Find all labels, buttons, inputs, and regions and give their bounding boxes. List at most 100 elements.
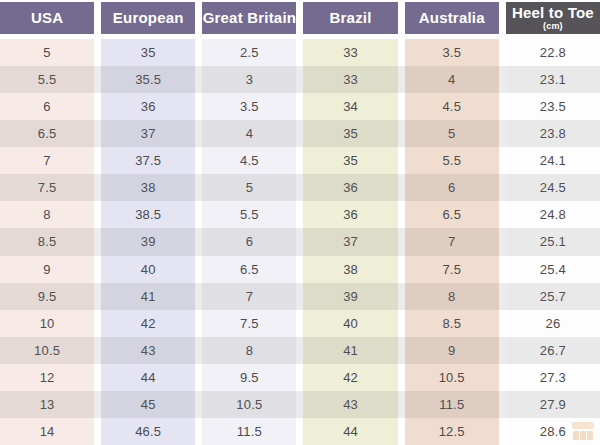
table-cell: 42 <box>101 310 195 337</box>
table-cell: 7 <box>202 283 296 310</box>
table-cell: 42 <box>303 364 397 391</box>
table-cell: 6 <box>405 174 499 201</box>
table-cell: 38.5 <box>101 201 195 228</box>
table-cell: 10.5 <box>405 364 499 391</box>
table-cell: 23.1 <box>506 66 600 93</box>
table-cell: 8 <box>0 201 94 228</box>
table-cell: 37 <box>303 228 397 255</box>
table-cell: 33 <box>303 66 397 93</box>
table-cell: 7.5 <box>0 174 94 201</box>
table-cell: 23.8 <box>506 120 600 147</box>
header-cell-usa: USA <box>0 2 94 34</box>
table-cell: 23.5 <box>506 93 600 120</box>
table-cell: 41 <box>303 337 397 364</box>
table-cell: 46.5 <box>101 418 195 445</box>
table-cell: 5 <box>405 120 499 147</box>
table-cell: 8 <box>202 337 296 364</box>
table-cell: 3 <box>202 66 296 93</box>
table-cell: 6.5 <box>202 256 296 283</box>
table-cell: 35 <box>101 39 195 66</box>
table-cell: 14 <box>0 418 94 445</box>
table-cell: 37 <box>101 120 195 147</box>
table-cell: 40 <box>303 310 397 337</box>
table-cell: 6.5 <box>0 120 94 147</box>
table-cell: 4 <box>405 66 499 93</box>
table-cell: 10.5 <box>0 337 94 364</box>
table-cell: 9 <box>405 337 499 364</box>
table-cell: 5.5 <box>0 66 94 93</box>
table-row: 6363.5344.523.5 <box>0 93 600 120</box>
table-row: 10.5 43 8 41 9 26.7 <box>0 337 600 364</box>
header-label: Australia <box>419 10 485 26</box>
header-label: Brazil <box>330 10 372 26</box>
table-cell: 4.5 <box>405 93 499 120</box>
header-label: Heel to Toe <box>512 5 594 21</box>
table-cell: 4.5 <box>202 147 296 174</box>
header-label: USA <box>31 10 63 26</box>
table-cell: 44 <box>101 364 195 391</box>
table-cell: 36 <box>101 93 195 120</box>
logo-watermark-icon <box>570 420 596 442</box>
table-cell: 26.7 <box>506 337 600 364</box>
table-cell: 11.5 <box>405 391 499 418</box>
table-cell: 39 <box>303 283 397 310</box>
table-cell: 24.5 <box>506 174 600 201</box>
header-cell-great-britain: Great Britain <box>202 2 296 34</box>
header-cell-australia: Australia <box>405 2 499 34</box>
table-row: 838.55.5366.524.8 <box>0 201 600 228</box>
table-cell: 7.5 <box>405 256 499 283</box>
table-cell: 10 <box>0 310 94 337</box>
table-cell: 37.5 <box>101 147 195 174</box>
header-label: European <box>113 10 184 26</box>
table-cell: 27.3 <box>506 364 600 391</box>
table-cell: 5.5 <box>405 147 499 174</box>
table-cell: 38 <box>303 256 397 283</box>
table-cell: 7.5 <box>202 310 296 337</box>
table-row: 1446.511.54412.528.6 <box>0 418 600 445</box>
table-cell: 36 <box>303 174 397 201</box>
table-cell: 11.5 <box>202 418 296 445</box>
table-row: 737.54.5355.524.1 <box>0 147 600 174</box>
table-cell: 27.9 <box>506 391 600 418</box>
shoe-size-conversion-table: USA European Great Britain Brazil Australia H… <box>0 0 600 445</box>
table-cell: 5.5 <box>202 201 296 228</box>
table-cell: 24.8 <box>506 201 600 228</box>
header-cell-heel-to-toe: Heel to Toe(cm) <box>506 2 600 34</box>
table-cell: 40 <box>101 256 195 283</box>
table-cell: 25.7 <box>506 283 600 310</box>
table-row: 12 44 9.5 42 10.5 27.3 <box>0 364 600 391</box>
table-row: 7.538536624.5 <box>0 174 600 201</box>
table-row: 9 40 6.5 38 7.5 25.4 <box>0 256 600 283</box>
table-cell: 24.1 <box>506 147 600 174</box>
table-cell: 43 <box>303 391 397 418</box>
table-cell: 8.5 <box>405 310 499 337</box>
table-cell: 38 <box>101 174 195 201</box>
table-cell: 43 <box>101 337 195 364</box>
table-cell: 12 <box>0 364 94 391</box>
table-cell: 33 <box>303 39 397 66</box>
table-row: 6.537435523.8 <box>0 120 600 147</box>
table-cell: 25.4 <box>506 256 600 283</box>
table-cell: 7 <box>0 147 94 174</box>
table-cell: 35 <box>303 120 397 147</box>
table-cell: 8 <box>405 283 499 310</box>
table-cell: 9 <box>0 256 94 283</box>
table-row: 5352.5333.522.8 <box>0 39 600 66</box>
table-cell: 39 <box>101 228 195 255</box>
table-cell: 26 <box>506 310 600 337</box>
header-cell-brazil: Brazil <box>303 2 397 34</box>
table-cell: 12.5 <box>405 418 499 445</box>
table-cell: 45 <box>101 391 195 418</box>
table-cell: 6 <box>0 93 94 120</box>
table-row: 10 42 7.5 40 8.5 26 <box>0 310 600 337</box>
table-cell: 9.5 <box>202 364 296 391</box>
table-row: 5.535.5333423.1 <box>0 66 600 93</box>
table-row: 8.539637725.1 <box>0 228 600 255</box>
table-row: 134510.54311.527.9 <box>0 391 600 418</box>
header-label: Great Britain <box>203 10 296 26</box>
table-cell: 34 <box>303 93 397 120</box>
table-cell: 13 <box>0 391 94 418</box>
table-cell: 35.5 <box>101 66 195 93</box>
table-cell: 8.5 <box>0 228 94 255</box>
table-cell: 6 <box>202 228 296 255</box>
